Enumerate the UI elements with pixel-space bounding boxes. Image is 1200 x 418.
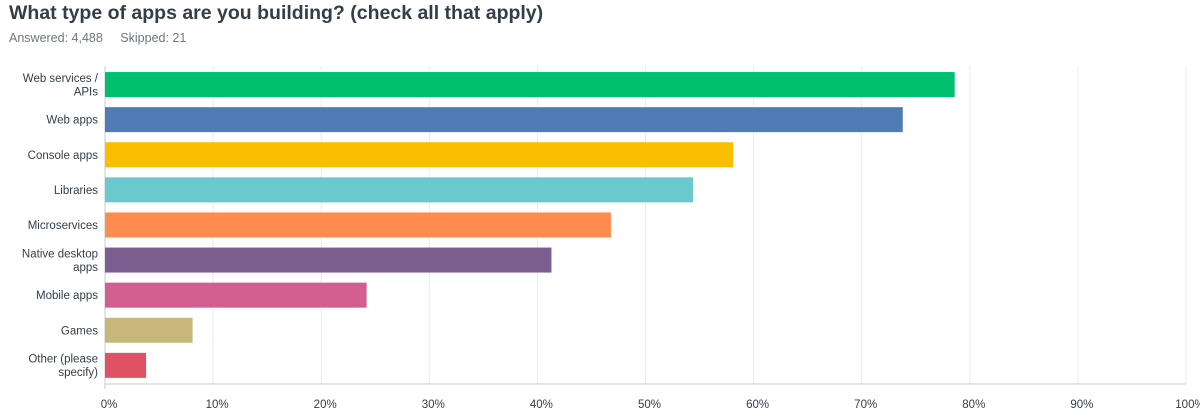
bar-6[interactable] [105, 247, 552, 273]
x-tick-label: 70% [854, 399, 877, 411]
x-tick-label: 20% [314, 399, 337, 411]
bar-7[interactable] [105, 282, 367, 308]
bar-2[interactable] [105, 107, 903, 133]
category-label: Web services / APIs [23, 73, 99, 99]
category-labels: Web services / APIs Web apps Console apps Li… [22, 73, 99, 379]
bar-3[interactable] [105, 142, 734, 168]
x-tick-label: 50% [638, 399, 661, 411]
x-tick-label: 40% [530, 399, 553, 411]
x-tick-label: 0% [101, 399, 118, 411]
x-tick-label: 80% [962, 399, 985, 411]
bar-5[interactable] [105, 212, 611, 238]
x-axis-ticks: 0% 10% 20% 30% 40% 50% 60% 70% 80% 90% 100% [101, 399, 1200, 411]
category-label: Mobile apps [36, 290, 98, 302]
bar-9[interactable] [105, 352, 147, 378]
bar-8[interactable] [105, 317, 193, 343]
x-tick-label: 90% [1070, 399, 1093, 411]
x-tick-label: 60% [746, 399, 769, 411]
question-title: What type of apps are you building? (che… [9, 2, 544, 24]
x-tick-label: 30% [422, 399, 445, 411]
x-tick-label: 10% [206, 399, 229, 411]
category-label: Other (please specify) [28, 354, 98, 380]
category-label: Games [61, 325, 98, 337]
category-label: Web apps [46, 115, 98, 127]
bar-1[interactable] [105, 72, 955, 98]
response-stats: Answered: 4,488 Skipped: 21 [9, 31, 200, 45]
category-label: Native desktop apps [22, 248, 98, 274]
bar-4[interactable] [105, 177, 694, 203]
category-label: Microservices [28, 220, 99, 232]
answered-count: Answered: 4,488 [9, 31, 103, 45]
x-tick-label: 100% [1175, 399, 1200, 411]
category-label: Libraries [54, 185, 98, 197]
bars [105, 72, 955, 378]
skipped-count: Skipped: 21 [120, 31, 187, 45]
category-label: Console apps [28, 150, 99, 162]
